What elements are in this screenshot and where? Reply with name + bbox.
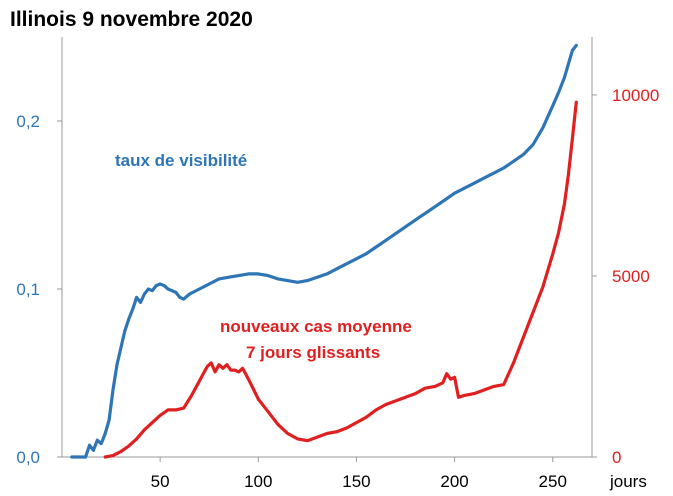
right-tick-label: 10000 — [612, 86, 659, 105]
x-tick-label: 150 — [342, 472, 370, 491]
x-axis-tick-labels: 50 100 150 200 250 — [151, 457, 567, 491]
x-tick-label: 50 — [151, 472, 170, 491]
right-axis-tick-labels: 0 5000 10000 — [592, 86, 659, 467]
annotation-cases-line2: 7 jours glissants — [246, 343, 380, 362]
left-tick-label: 0,0 — [16, 448, 40, 467]
x-tick-label: 250 — [539, 472, 567, 491]
series-line-cases — [103, 100, 578, 459]
chart-axes — [61, 37, 593, 458]
x-tick-label: 200 — [440, 472, 468, 491]
right-tick-label: 5000 — [612, 267, 650, 286]
annotation-visibility: taux de visibilité — [115, 151, 247, 170]
chart-title: Illinois 9 novembre 2020 — [10, 8, 253, 31]
x-axis-label: jours — [609, 472, 647, 491]
series-line-visibility — [70, 43, 578, 459]
x-tick-label: 100 — [244, 472, 272, 491]
series-lines — [70, 43, 578, 459]
left-tick-label: 0,2 — [16, 112, 40, 131]
left-axis-tick-labels: 0,0 0,1 0,2 — [16, 112, 62, 467]
right-tick-label: 0 — [612, 448, 621, 467]
left-tick-label: 0,1 — [16, 280, 40, 299]
annotation-cases-line1: nouveaux cas moyenne — [220, 317, 412, 336]
